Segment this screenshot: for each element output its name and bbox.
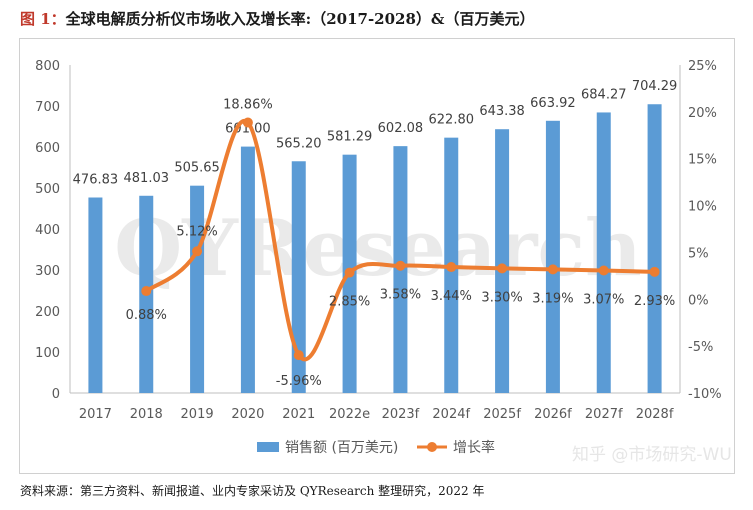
x-tick-label: 2028f <box>636 407 674 422</box>
title-text: 全球电解质分析仪市场收入及增长率:（2017-2028）&（百万美元） <box>65 10 535 28</box>
y-right-tick-label: 25% <box>688 59 717 74</box>
growth-rate-label: 2.93% <box>634 294 675 309</box>
growth-rate-label: 5.12% <box>176 224 217 239</box>
growth-rate-label: 3.44% <box>431 289 472 304</box>
y-left-tick-label: 300 <box>35 264 60 279</box>
legend-bar-swatch <box>257 442 279 452</box>
y-left-tick-label: 600 <box>35 141 60 156</box>
y-right-tick-label: 10% <box>688 200 717 215</box>
bar-value-label: 581.29 <box>327 130 373 145</box>
y-right-tick-label: 15% <box>688 153 717 168</box>
bar-value-label: 643.38 <box>479 104 525 119</box>
bar <box>647 104 662 394</box>
x-tick-label: 2026f <box>534 407 572 422</box>
bar-value-label: 505.65 <box>174 161 220 176</box>
y-left-tick-label: 700 <box>35 100 60 115</box>
y-left-tick-label: 500 <box>35 182 60 197</box>
x-tick-label: 2022e <box>329 407 370 422</box>
growth-rate-label: 3.58% <box>380 288 421 303</box>
y-right-tick-label: -10% <box>688 387 722 402</box>
growth-rate-point <box>192 246 203 257</box>
x-tick-label: 2023f <box>382 407 420 422</box>
bar-value-label: 602.08 <box>378 121 424 136</box>
x-tick-label: 2020 <box>231 407 264 422</box>
bar <box>545 120 560 394</box>
y-left-tick-label: 200 <box>35 305 60 320</box>
bar <box>190 185 205 393</box>
x-tick-label: 2017 <box>79 407 112 422</box>
x-tick-label: 2025f <box>483 407 521 422</box>
y-left-tick-label: 100 <box>35 346 60 361</box>
growth-rate-point <box>446 262 457 273</box>
chart-title: 图 1：全球电解质分析仪市场收入及增长率:（2017-2028）&（百万美元） <box>20 8 534 29</box>
bar-value-label: 481.03 <box>124 171 170 186</box>
growth-rate-point <box>293 350 304 361</box>
growth-rate-label: 3.19% <box>532 291 573 306</box>
x-tick-label: 2019 <box>181 407 214 422</box>
growth-rate-label: 3.30% <box>481 290 522 305</box>
bar <box>596 112 611 393</box>
growth-rate-point <box>141 286 152 297</box>
y-left-tick-label: 400 <box>35 223 60 238</box>
growth-rate-label: -5.96% <box>276 374 322 389</box>
bar <box>291 161 306 393</box>
growth-rate-point <box>598 265 609 276</box>
y-right-tick-label: 20% <box>688 106 717 121</box>
x-tick-label: 2027f <box>585 407 623 422</box>
y-right-tick-label: 0% <box>688 293 709 308</box>
source-note: 资料来源：第三方资料、新闻报道、业内专家采访及 QYResearch 整理研究，… <box>20 484 485 498</box>
growth-rate-point <box>547 264 558 275</box>
y-right-tick-label: 5% <box>688 246 709 261</box>
bar-value-label: 704.29 <box>632 79 678 94</box>
bar <box>88 197 103 393</box>
legend-line-label: 增长率 <box>453 439 495 456</box>
growth-rate-point <box>242 117 253 128</box>
growth-rate-point <box>497 263 508 274</box>
growth-rate-point <box>649 266 660 277</box>
growth-rate-label: 0.88% <box>126 308 167 323</box>
growth-rate-label: 2.85% <box>329 295 370 310</box>
bar-value-label: 663.92 <box>530 96 576 111</box>
legend-line-marker <box>427 442 437 452</box>
bar <box>495 129 510 393</box>
growth-rate-label: 18.86% <box>223 98 273 113</box>
growth-rate-point <box>395 260 406 271</box>
x-tick-label: 2018 <box>130 407 163 422</box>
y-left-tick-label: 0 <box>52 387 60 402</box>
bar-value-label: 476.83 <box>73 172 119 187</box>
corner-watermark: 知乎 @市场研究-WU <box>572 445 732 465</box>
x-tick-label: 2021 <box>282 407 315 422</box>
x-tick-label: 2024f <box>432 407 470 422</box>
legend-bar-label: 销售额 (百万美元) <box>285 440 398 456</box>
growth-rate-point <box>344 267 355 278</box>
bar-value-label: 684.27 <box>581 87 627 102</box>
bar <box>240 146 255 393</box>
y-right-tick-label: -5% <box>688 340 713 355</box>
chart-frame <box>19 38 735 474</box>
growth-rate-label: 3.07% <box>583 293 624 308</box>
bar-value-label: 622.80 <box>429 113 475 128</box>
figure-label: 图 1： <box>20 10 66 28</box>
y-left-tick-label: 800 <box>35 59 60 74</box>
bar-value-label: 565.20 <box>276 136 322 151</box>
